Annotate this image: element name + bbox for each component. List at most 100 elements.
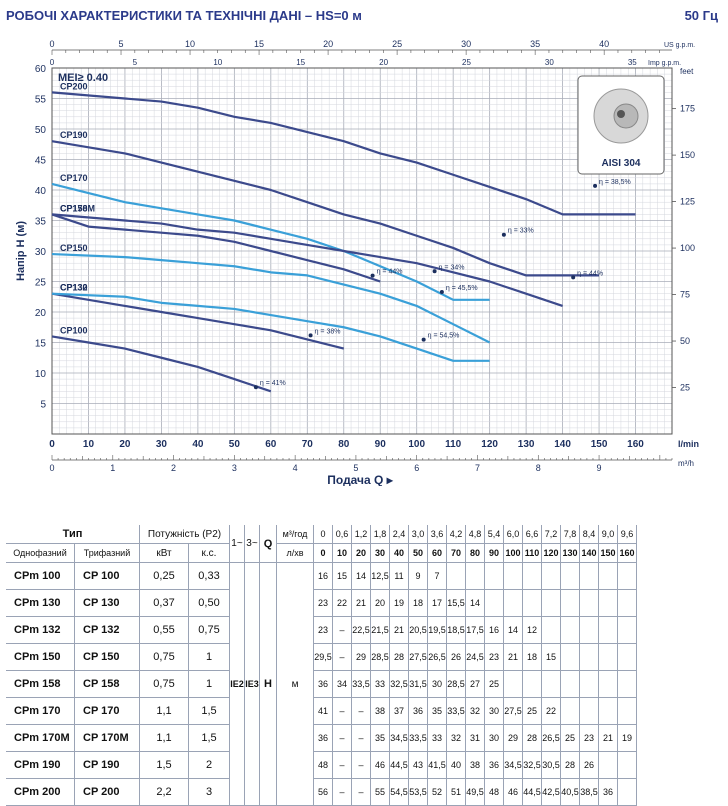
y-tick-label: 50: [35, 125, 47, 136]
head-value: 17: [427, 589, 447, 617]
power-kw: 1,1: [139, 697, 189, 725]
head-value: 32: [446, 724, 466, 752]
head-value: 22: [332, 589, 352, 617]
feet-tick-label: 175: [680, 104, 695, 114]
head-value: [484, 589, 504, 617]
head-value: 36: [484, 751, 504, 779]
table-row: CPm 170 CP 170 1,1 1,5 41– –38 37 36 35 33,5 32 30 2…: [6, 697, 637, 725]
head-value: 28: [389, 643, 409, 671]
q-m3h-value: 0,6: [332, 525, 352, 544]
head-value: 32,5: [522, 751, 542, 779]
page-title: РОБОЧІ ХАРАКТЕРИСТИКИ ТА ТЕХНІЧНІ ДАНІ –…: [6, 8, 362, 23]
head-value: 17,5: [465, 616, 485, 644]
efficiency-label: η = 33%: [508, 228, 534, 235]
head-value: [579, 616, 599, 644]
x-tick-label: 30: [156, 439, 168, 450]
curve-cp170: [51, 182, 490, 301]
x-tick-label: 140: [554, 439, 571, 450]
head-value: 43: [408, 751, 428, 779]
x-tick-label: 160: [627, 439, 644, 450]
head-value: 37: [389, 697, 409, 725]
q-lmin-value: 130: [560, 543, 580, 563]
q-m3h-value: 0: [313, 525, 333, 544]
head-value: 21: [503, 643, 523, 671]
power-kw: 0,37: [139, 589, 189, 617]
efficiency-label: η = 44%: [377, 269, 403, 276]
head-value: 34: [332, 670, 352, 698]
head-value: 40,5: [560, 778, 580, 806]
aisi-label: AISI 304: [602, 158, 641, 169]
head-value: [617, 643, 637, 671]
header-kw: кВт: [139, 543, 189, 563]
header-three: Трифазний: [74, 543, 140, 563]
table-row: CPm 132 CP 132 0,55 0,75 23–22,5 21,5 21 20,5 19…: [6, 616, 637, 644]
head-value: [617, 778, 637, 806]
header-type: Тип: [6, 525, 140, 544]
q-lmin-value: 150: [598, 543, 618, 563]
power-kw: 0,75: [139, 643, 189, 671]
head-value: 22,5: [351, 616, 371, 644]
y-tick-label: 40: [35, 186, 47, 197]
q-m3h-value: 1,2: [351, 525, 371, 544]
head-value: [598, 562, 618, 590]
head-value: 44,5: [389, 751, 409, 779]
model-three: CP 130: [74, 589, 140, 617]
power-kw: 0,25: [139, 562, 189, 590]
q-lmin-value: 90: [484, 543, 504, 563]
x-tick-label: 60: [265, 439, 277, 450]
y-tick-label: 5: [40, 400, 46, 411]
q-m3h-value: 1,8: [370, 525, 390, 544]
model-single: CPm 190: [6, 751, 75, 779]
us-gpm-tick-label: 35: [530, 39, 540, 49]
x-tick-label: 20: [119, 439, 131, 450]
x-tick-label: 40: [192, 439, 204, 450]
efficiency-point: [253, 385, 258, 390]
imp-gpm-tick-label: 35: [628, 58, 637, 67]
curve-cp158: [51, 213, 381, 283]
power-kw: 1,1: [139, 724, 189, 752]
head-value: [522, 670, 542, 698]
m3h-tick-label: 4: [293, 463, 298, 473]
head-value: 35: [370, 724, 390, 752]
head-value: [484, 562, 504, 590]
q-lmin-value: 70: [446, 543, 466, 563]
feet-tick-label: 25: [680, 383, 690, 393]
head-value: 36: [598, 778, 618, 806]
power-hp: 1,5: [188, 724, 230, 752]
curve-label-cp158: CP158: [60, 203, 88, 213]
head-value: 19,5: [427, 616, 447, 644]
head-value: [598, 616, 618, 644]
power-kw: 0,75: [139, 670, 189, 698]
q-m3h-value: 4,8: [465, 525, 485, 544]
efficiency-point: [593, 183, 598, 188]
head-value: [503, 562, 523, 590]
head-value: 28: [560, 751, 580, 779]
header-hp: к.с.: [188, 543, 230, 563]
model-three: CP 170M: [74, 724, 140, 752]
table-row: CPm 150 CP 150 0,75 1 29,5–29 28,5 28 27,5 26,5 2…: [6, 643, 637, 671]
head-value: 41: [313, 697, 333, 725]
head-value: [446, 562, 466, 590]
y-tick-label: 15: [35, 339, 47, 350]
head-value: 18,5: [446, 616, 466, 644]
y-tick-label: 25: [35, 278, 47, 289]
head-value: [617, 562, 637, 590]
q-m3h-value: 7,8: [560, 525, 580, 544]
head-value: [617, 616, 637, 644]
table-row: CPm 200 CP 200 2,2 3 56– –55 54,5 53,5 52 51 49,5 4…: [6, 778, 637, 806]
head-value: –: [332, 643, 352, 671]
chart-curves: [51, 91, 636, 393]
head-value: [560, 589, 580, 617]
head-value: 34,5: [503, 751, 523, 779]
us-gpm-tick-label: 30: [461, 39, 471, 49]
x-unit-label: l/min: [678, 439, 699, 449]
head-value: 28,5: [446, 670, 466, 698]
power-kw: 2,2: [139, 778, 189, 806]
q-m3h-value: 9,0: [598, 525, 618, 544]
head-value: 56: [313, 778, 333, 806]
x-tick-label: 90: [375, 439, 387, 450]
head-value: 44,5: [522, 778, 542, 806]
q-m3h-value: 2,4: [389, 525, 409, 544]
head-value: 27,5: [408, 643, 428, 671]
